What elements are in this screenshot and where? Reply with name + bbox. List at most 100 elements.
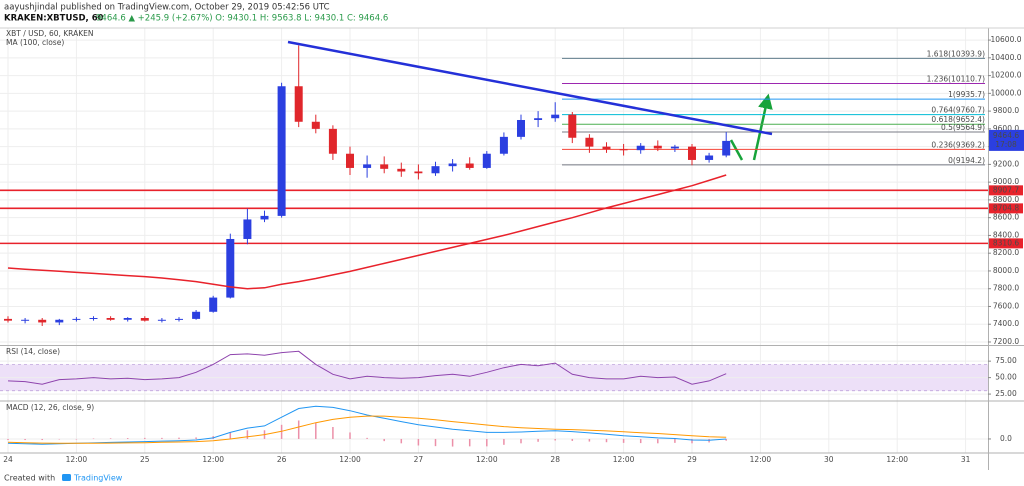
candle-body: [294, 86, 303, 122]
candle-body: [72, 318, 81, 320]
histogram-bar: [657, 438, 659, 444]
histogram-bar: [195, 437, 197, 439]
watermark: Created with TradingView: [4, 474, 123, 483]
histogram-bar: [161, 437, 163, 439]
histogram-bar: [383, 438, 385, 442]
ma-line: [7, 174, 727, 290]
grid-layer: [0, 28, 988, 453]
publisher: aayushjindal published on TradingView.co…: [4, 3, 330, 13]
candle-body: [482, 153, 491, 168]
x-tick-label: 28: [550, 455, 560, 464]
support-tag: [989, 185, 1023, 196]
fib-label: 1(9935.7): [948, 90, 985, 99]
x-tick-label: 25: [140, 455, 150, 464]
candle-body: [619, 149, 628, 151]
y-tick-label: 10400.0: [990, 53, 1021, 62]
candle-body: [448, 163, 457, 167]
histogram-bar: [691, 438, 693, 444]
support-label: 8907.7: [993, 185, 1019, 194]
candle-body: [465, 163, 474, 168]
histogram-bar: [41, 438, 43, 441]
candle-body: [38, 319, 47, 323]
candle-body: [123, 318, 132, 320]
histogram-bar: [315, 422, 317, 439]
histogram-bar: [400, 438, 403, 444]
candle-body: [517, 119, 525, 137]
histogram-bar: [417, 438, 420, 446]
fib-label: 0(9194.2): [948, 156, 985, 165]
histogram-bar: [605, 438, 608, 443]
y-tick-label: 8600.0: [993, 213, 1019, 222]
histogram-bar: [280, 424, 283, 439]
y-tick-label: 10200.0: [990, 71, 1021, 80]
footer-text: Created with: [4, 474, 55, 483]
support-label: 8310.6: [993, 238, 1019, 247]
x-tick-label: 31: [961, 455, 971, 464]
arrow-down: [729, 139, 744, 161]
x-tick-label: 29: [687, 455, 697, 464]
histogram-bar: [297, 420, 300, 439]
histogram-bar: [75, 438, 78, 440]
y-tick-label: 7400.0: [993, 319, 1019, 328]
candle-body: [21, 319, 30, 321]
x-tick-label: 26: [277, 455, 287, 464]
symbol: KRAKEN:XBTUSD, 60: [4, 14, 104, 24]
candle-body: [688, 146, 696, 160]
candle-body: [653, 145, 662, 149]
candle-body: [260, 215, 269, 220]
histogram-bar: [178, 437, 180, 439]
candle-body: [363, 164, 372, 168]
x-tick-label: 12:00: [202, 455, 224, 464]
histogram-bar: [144, 437, 146, 439]
price-tag: [989, 129, 1024, 151]
y-tick-label: 10600.0: [990, 35, 1021, 44]
x-tick-label: 27: [414, 455, 424, 464]
y-tick-label: 50.00: [995, 373, 1017, 382]
quote: 9464.6 ▲ +245.9 (+2.67%) O: 9430.1 H: 95…: [96, 14, 388, 24]
histogram-bar: [674, 438, 676, 443]
candle-body: [175, 318, 183, 320]
fib-label: 0.618(9652.4): [931, 115, 985, 124]
candle-body: [380, 164, 389, 169]
candle-body: [705, 155, 714, 160]
y-tick-label: 9200.0: [993, 159, 1019, 168]
footer-brand: TradingView: [73, 474, 123, 483]
histogram-bar: [503, 438, 505, 445]
y-tick-label: 7200.0: [993, 337, 1019, 346]
candle-body: [209, 297, 218, 312]
histogram-bar: [366, 437, 368, 439]
candle-body: [568, 114, 577, 138]
panel-title: XBT / USD, 60, KRAKEN: [6, 29, 94, 38]
histogram-bar: [229, 432, 232, 439]
candle-body: [55, 319, 64, 323]
fib-label: 1.618(10393.9): [927, 49, 985, 58]
histogram-bar: [639, 438, 642, 444]
panel-title: MACD (12, 26, close, 9): [6, 403, 94, 412]
histogram-bar: [554, 438, 556, 441]
support-tag: [989, 238, 1023, 249]
support-tag: [989, 203, 1023, 214]
candle-body: [157, 319, 166, 321]
candle-body: [226, 238, 235, 298]
support-label: 8704.8: [993, 203, 1019, 212]
histogram-bar: [725, 438, 727, 441]
fib-label: 1.236(10110.7): [927, 75, 985, 84]
brand-logo: [62, 474, 71, 481]
countdown: 17:08: [995, 140, 1017, 149]
candle-body: [414, 171, 423, 174]
trendline: [287, 40, 773, 136]
candle-body: [311, 121, 320, 129]
candle-body: [277, 86, 286, 216]
indicator-line: [7, 405, 727, 445]
candle-body: [192, 311, 201, 319]
candle-body: [602, 146, 611, 150]
y-tick-label: 7800.0: [993, 284, 1019, 293]
histogram-bar: [537, 438, 539, 442]
histogram-bar: [126, 438, 129, 439]
y-tick-label: 9600.0: [993, 124, 1019, 133]
candle-body: [328, 128, 337, 154]
y-tick-label: 8800.0: [993, 195, 1019, 204]
histogram-bar: [332, 427, 334, 439]
candle-body: [585, 137, 594, 147]
candle-body: [106, 318, 115, 320]
